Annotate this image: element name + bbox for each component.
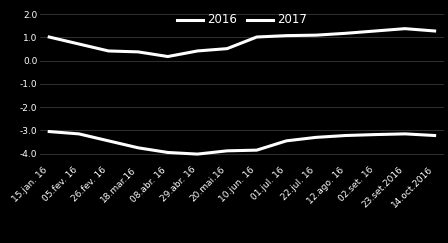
2016 [165, 55, 171, 58]
2016 [135, 51, 141, 53]
2017 [165, 151, 171, 154]
2016 [432, 30, 437, 33]
2017 [284, 139, 289, 142]
2017 [373, 133, 378, 136]
2016 [76, 43, 82, 45]
2017 [343, 134, 349, 137]
2017 [76, 132, 82, 135]
2017 [106, 139, 111, 142]
2016 [343, 32, 349, 35]
2017 [254, 149, 259, 152]
Line: 2016: 2016 [49, 29, 435, 57]
2016 [313, 34, 319, 37]
Legend: 2016, 2017: 2016, 2017 [177, 13, 307, 26]
2016 [254, 35, 259, 38]
2016 [195, 50, 200, 52]
2016 [224, 47, 230, 50]
2017 [432, 134, 437, 137]
2016 [402, 27, 408, 30]
2017 [313, 136, 319, 139]
Line: 2017: 2017 [49, 131, 435, 154]
2016 [284, 34, 289, 37]
2017 [135, 146, 141, 149]
2017 [47, 130, 52, 133]
2017 [195, 153, 200, 156]
2017 [224, 149, 230, 152]
2016 [47, 35, 52, 38]
2016 [106, 50, 111, 52]
2016 [373, 30, 378, 33]
2017 [402, 132, 408, 135]
